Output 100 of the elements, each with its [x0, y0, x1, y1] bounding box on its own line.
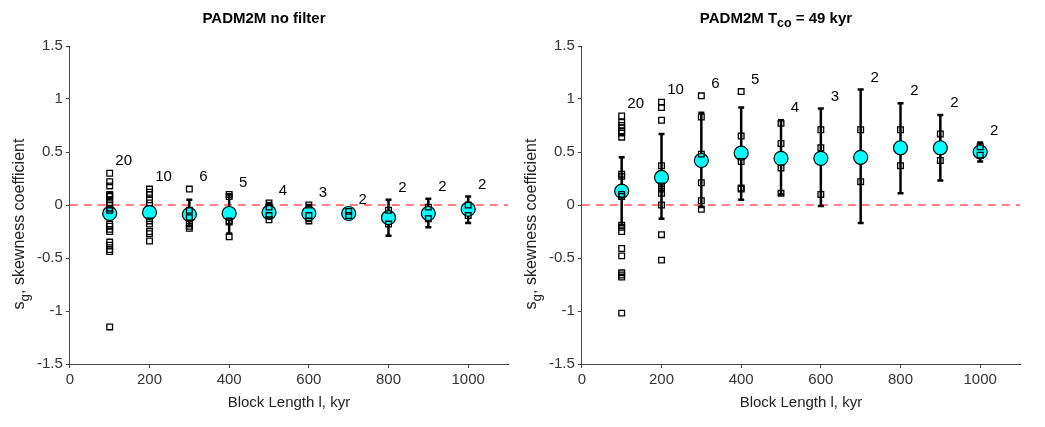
- point: [817, 126, 825, 134]
- point: [857, 178, 865, 186]
- y-tick-label: -1.5: [36, 354, 63, 372]
- point: [618, 118, 626, 126]
- point: [618, 244, 626, 252]
- annotation: 2: [438, 176, 447, 194]
- point: [146, 230, 153, 238]
- annotation: 20: [115, 151, 133, 169]
- y-tick-label: 0.5: [41, 142, 63, 160]
- point: [737, 88, 745, 96]
- x-axis-title: Block Length l, kyr: [739, 393, 863, 411]
- chart-title: PADM2M no filter: [201, 8, 327, 28]
- x-tick-label: 0: [577, 370, 587, 388]
- y-tick-label: 0: [54, 195, 63, 213]
- y-tick-label: 1.5: [41, 36, 63, 54]
- point: [777, 164, 785, 172]
- point: [424, 203, 432, 211]
- point: [618, 309, 626, 317]
- point: [464, 201, 472, 209]
- point: [697, 197, 705, 205]
- x-tick-label: 1000: [451, 370, 485, 388]
- point: [697, 92, 705, 100]
- point: [106, 323, 114, 331]
- point: [424, 215, 432, 223]
- y-tick-label: 1.5: [553, 36, 575, 54]
- point: [146, 228, 153, 235]
- point: [106, 228, 114, 235]
- point: [697, 205, 705, 213]
- y-tick-label: 1: [54, 89, 63, 107]
- point: [385, 220, 392, 228]
- point: [305, 217, 313, 225]
- point: [773, 150, 789, 166]
- point: [618, 112, 626, 120]
- point: [932, 140, 948, 156]
- point: [146, 185, 153, 193]
- point: [658, 98, 665, 106]
- x-axis-title: Block Length l, kyr: [227, 393, 351, 411]
- point: [106, 169, 114, 177]
- point: [976, 143, 984, 151]
- point: [618, 193, 626, 200]
- point: [106, 238, 114, 246]
- point: [936, 157, 944, 164]
- point: [658, 201, 665, 209]
- point: [658, 231, 665, 239]
- point: [225, 233, 233, 241]
- point: [106, 248, 114, 256]
- y-tick-label: -1: [49, 301, 63, 319]
- annotation: 10: [667, 80, 684, 98]
- x-tick-label: 400: [728, 370, 754, 388]
- point: [225, 193, 233, 200]
- y-tick-label: -0.5: [36, 248, 63, 266]
- point: [697, 150, 705, 158]
- point: [658, 116, 665, 124]
- point: [106, 178, 114, 186]
- annotation: 2: [358, 189, 367, 207]
- annotation: 2: [870, 67, 879, 85]
- point: [897, 162, 904, 170]
- point: [265, 203, 273, 211]
- point: [464, 212, 472, 220]
- annotation: 2: [478, 174, 487, 192]
- y-tick-label: 1: [566, 89, 575, 107]
- annotation: 10: [155, 167, 172, 185]
- point: [777, 189, 785, 197]
- annotation: 5: [239, 172, 248, 190]
- annotation: 20: [627, 94, 645, 112]
- y-tick-label: -1.5: [548, 354, 575, 372]
- point: [146, 196, 153, 204]
- x-tick-label: 0: [65, 370, 75, 388]
- x-tick-label: 600: [296, 370, 322, 388]
- point: [106, 225, 114, 233]
- point: [618, 252, 626, 260]
- x-tick-label: 400: [216, 370, 242, 388]
- point: [106, 196, 114, 204]
- point: [697, 113, 705, 121]
- point: [936, 130, 944, 138]
- annotation: 6: [199, 167, 208, 185]
- annotation: 3: [830, 86, 840, 104]
- point: [385, 206, 392, 214]
- y-tick-label: -0.5: [548, 248, 575, 266]
- point: [146, 220, 153, 228]
- point: [658, 104, 665, 111]
- point: [658, 256, 665, 264]
- point: [265, 199, 273, 207]
- annotation: 2: [950, 93, 959, 111]
- y-tick-label: -1: [561, 301, 575, 319]
- annotation: 3: [318, 183, 328, 201]
- point: [857, 126, 865, 134]
- point: [106, 241, 114, 249]
- x-tick-label: 200: [137, 370, 163, 388]
- point: [777, 140, 785, 147]
- point: [737, 158, 745, 166]
- x-tick-label: 600: [808, 370, 834, 388]
- point: [185, 206, 193, 214]
- point: [146, 217, 153, 225]
- point: [658, 189, 665, 197]
- point: [733, 145, 749, 161]
- point: [897, 126, 904, 134]
- annotation: 2: [398, 177, 407, 195]
- point: [853, 149, 869, 165]
- x-tick-label: 200: [649, 370, 675, 388]
